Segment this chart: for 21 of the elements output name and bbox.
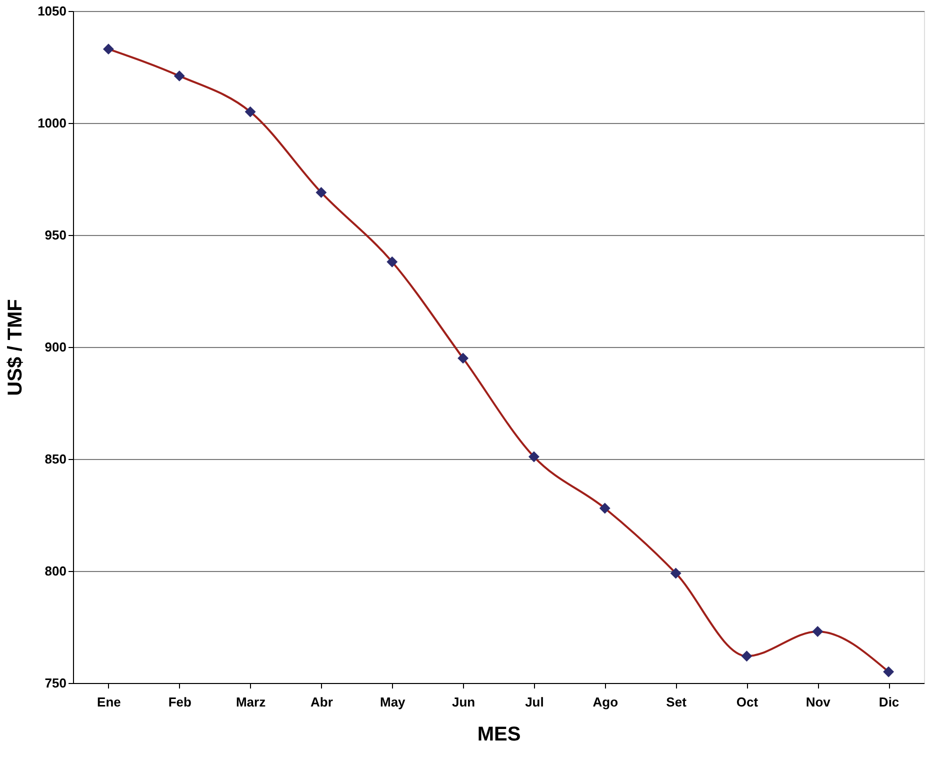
- x-tick-label: Ene: [97, 694, 121, 710]
- x-tick-label: Abr: [310, 694, 333, 710]
- x-tick-label: Jul: [525, 694, 544, 710]
- y-axis-title: US$ / TMF: [4, 299, 27, 396]
- x-tick-label: Feb: [168, 694, 192, 710]
- x-tick-label: Dic: [878, 694, 900, 710]
- x-tick-label: Jun: [452, 694, 476, 710]
- y-tick-label: 750: [44, 676, 66, 690]
- y-tick-label: 900: [44, 340, 66, 354]
- x-tick-label: Marz: [236, 694, 266, 710]
- y-tick-label: 950: [44, 228, 66, 242]
- y-tick-label: 1000: [38, 116, 66, 130]
- x-tick-label: Nov: [806, 694, 832, 710]
- x-axis-title: MES: [477, 724, 521, 746]
- y-tick-label: 1050: [38, 4, 66, 18]
- y-tick-label: 800: [44, 564, 66, 578]
- x-tick-label: Oct: [736, 694, 759, 710]
- x-tick-label: Ago: [592, 694, 618, 710]
- y-tick-label: 850: [44, 452, 66, 466]
- x-tick-label: May: [380, 694, 406, 710]
- x-tick-label: Set: [666, 694, 688, 710]
